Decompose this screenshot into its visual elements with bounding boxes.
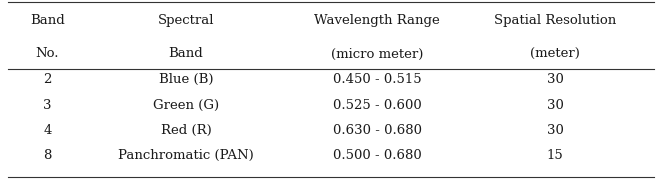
Text: 30: 30 <box>547 124 563 137</box>
Text: 3: 3 <box>43 100 52 112</box>
Text: 0.450 - 0.515: 0.450 - 0.515 <box>333 73 422 86</box>
Text: Panchromatic (PAN): Panchromatic (PAN) <box>118 149 254 162</box>
Text: Green (G): Green (G) <box>153 100 219 112</box>
Text: No.: No. <box>36 48 60 60</box>
Text: Spectral: Spectral <box>158 14 214 27</box>
Text: Wavelength Range: Wavelength Range <box>314 14 440 27</box>
Text: Spatial Resolution: Spatial Resolution <box>494 14 616 27</box>
Text: 30: 30 <box>547 73 563 86</box>
Text: Band: Band <box>169 48 203 60</box>
Text: 15: 15 <box>547 149 563 162</box>
Text: Blue (B): Blue (B) <box>159 73 213 86</box>
Text: Band: Band <box>30 14 65 27</box>
Text: 2: 2 <box>43 73 52 86</box>
Text: (meter): (meter) <box>530 48 580 60</box>
Text: 8: 8 <box>43 149 52 162</box>
Text: 0.525 - 0.600: 0.525 - 0.600 <box>333 100 422 112</box>
Text: Red (R): Red (R) <box>161 124 211 137</box>
Text: (micro meter): (micro meter) <box>331 48 423 60</box>
Text: 4: 4 <box>43 124 52 137</box>
Text: 0.630 - 0.680: 0.630 - 0.680 <box>332 124 422 137</box>
Text: 30: 30 <box>547 100 563 112</box>
Text: 0.500 - 0.680: 0.500 - 0.680 <box>333 149 422 162</box>
